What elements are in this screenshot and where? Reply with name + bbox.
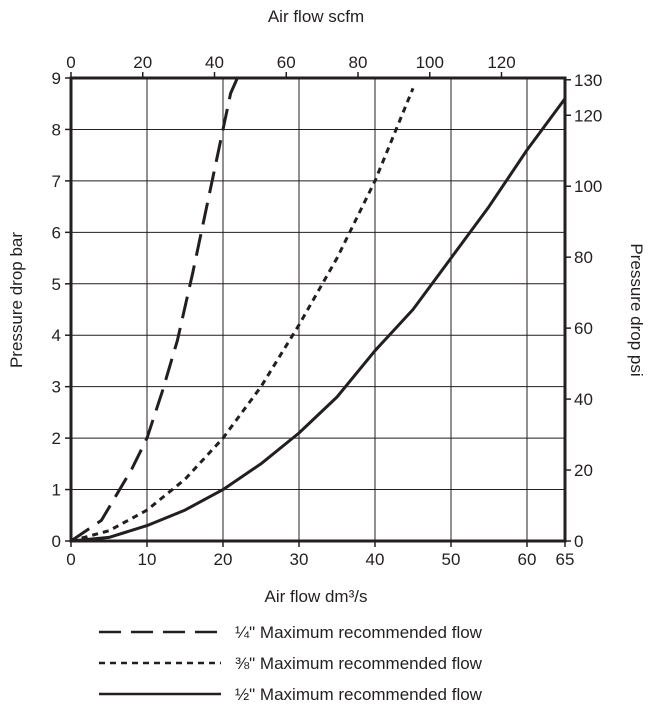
x2-tick-label: 0 xyxy=(66,53,75,72)
y-tick-label: 2 xyxy=(52,429,61,448)
x-tick-label: 10 xyxy=(138,550,157,569)
x-axis-label: Air flow dm³/s xyxy=(265,587,368,606)
x-tick-label: 0 xyxy=(66,550,75,569)
x2-tick-label: 20 xyxy=(133,53,152,72)
y2-tick-label: 60 xyxy=(574,319,593,338)
x2-tick-label: 100 xyxy=(416,53,444,72)
legend-label-1: ¼" Maximum recommended flow xyxy=(235,623,483,642)
y-tick-label: 1 xyxy=(52,481,61,500)
y-tick-label: 9 xyxy=(52,69,61,88)
x2-tick-label: 40 xyxy=(205,53,224,72)
legend-label-3: ½" Maximum recommended flow xyxy=(235,685,483,704)
y2-tick-label: 40 xyxy=(574,390,593,409)
series-line-2 xyxy=(70,87,415,543)
grid xyxy=(71,78,565,541)
y-tick-label: 4 xyxy=(52,326,61,345)
y-tick-label: 8 xyxy=(52,120,61,139)
y2-tick-label: 100 xyxy=(574,177,602,196)
plot-frame xyxy=(69,76,567,543)
y2-axis-label: Pressure drop psi xyxy=(627,243,646,376)
x-tick-label: 30 xyxy=(290,550,309,569)
axes: 0 10 20 30 40 50 60 650 20 40 60 80 100 1200123456789… xyxy=(52,53,603,569)
legend: ¼" Maximum recommended flow ⅜" Maximum re… xyxy=(99,623,483,704)
x-tick-label: 20 xyxy=(214,550,233,569)
y-tick-label: 7 xyxy=(52,172,61,191)
y2-tick-label: 20 xyxy=(574,461,593,480)
legend-label-2: ⅜" Maximum recommended flow xyxy=(235,654,483,673)
x-tick-label: 60 xyxy=(518,550,537,569)
y2-tick-label: 80 xyxy=(574,248,593,267)
y-axis-label: Pressure drop bar xyxy=(7,232,26,368)
y2-tick-label: 0 xyxy=(574,532,583,551)
y-tick-label: 5 xyxy=(52,275,61,294)
series xyxy=(70,77,567,543)
x-tick-label: 50 xyxy=(442,550,461,569)
x-tick-label: 65 xyxy=(556,550,575,569)
series-line-1 xyxy=(70,77,239,543)
y2-tick-label: 130 xyxy=(574,71,602,90)
y-tick-label: 3 xyxy=(52,378,61,397)
y-tick-label: 0 xyxy=(52,532,61,551)
y2-tick-label: 120 xyxy=(574,106,602,125)
y-tick-label: 6 xyxy=(52,223,61,242)
series-line-3 xyxy=(70,97,567,543)
x2-axis-label: Air flow scfm xyxy=(268,7,364,26)
x-tick-label: 40 xyxy=(366,550,385,569)
x2-tick-label: 60 xyxy=(277,53,296,72)
x2-tick-label: 120 xyxy=(487,53,515,72)
x2-tick-label: 80 xyxy=(349,53,368,72)
